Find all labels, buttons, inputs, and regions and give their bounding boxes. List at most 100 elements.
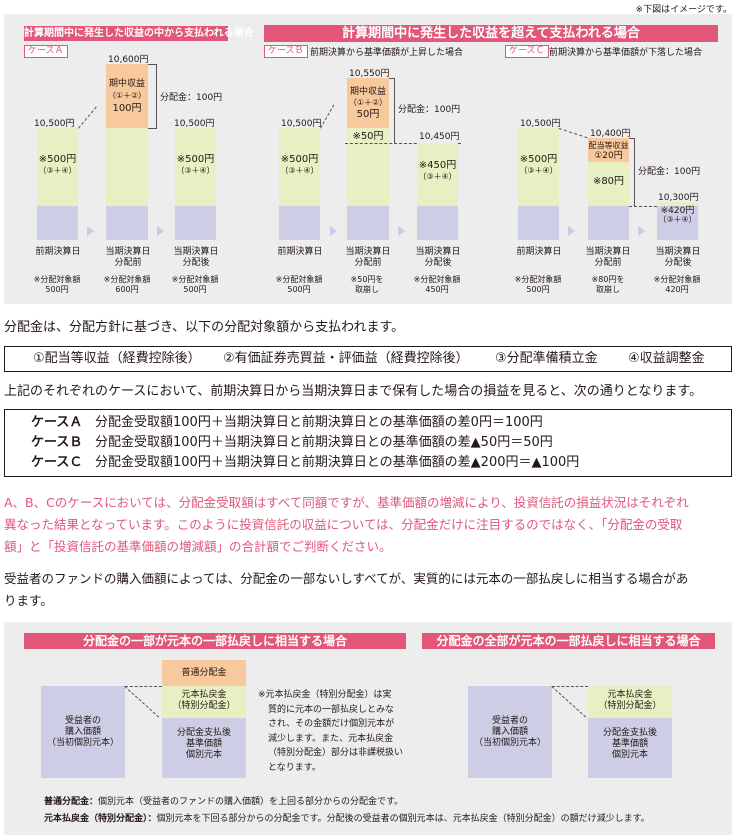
footnote-text: 個別元本を下回る部分からの分配金です。分配後の受益者の個別元本は、元本払戻金（特…: [156, 814, 650, 824]
para-refund-1: 受益者のファンドの購入価額によっては、分配金の一部ないしすべてが、実質的には元本…: [4, 571, 689, 586]
purchase-price-box: [41, 686, 125, 778]
case-b-v1: 10,500円: [281, 119, 322, 129]
case-c-bar2-income: [588, 138, 629, 162]
case-b-l1: 前期決算日: [277, 247, 323, 257]
note-line: 質的に元本の一部払戻しとみな: [268, 704, 395, 715]
case-b-n2a: ※50円を: [350, 275, 384, 284]
case-b-n3b: 450円: [425, 285, 449, 294]
case-a-mid-sub: （①＋②）: [107, 91, 147, 100]
note-line: され、その金額だけ個別元本が: [268, 719, 395, 729]
principal-refund-box: [588, 686, 672, 718]
case-b-dist: 分配金：100円: [398, 105, 461, 115]
case-b-bar2-base: [347, 206, 389, 240]
case-a-n3b: 500円: [183, 285, 207, 294]
case-a-right-sub: （③＋④）: [176, 166, 215, 175]
case-b-l2b: 分配前: [354, 258, 382, 268]
case-b-v2: 10,550円: [349, 69, 390, 79]
case-a-v2: 10,600円: [108, 55, 149, 65]
case-b-left-sub: （③＋④）: [280, 166, 319, 175]
case-b-right-sub: （③＋④）: [418, 172, 457, 181]
case-label: ケースＢ: [31, 435, 83, 450]
para-refund-2: ります。: [4, 593, 53, 608]
case-c-v2: 10,400円: [590, 129, 631, 139]
case-c-n3a: ※分配対象額: [653, 275, 701, 284]
footnote-text: 個別元本（受益者のファンドの購入価額）を上回る部分からの分配金です。: [98, 797, 404, 807]
case-c-n2b: 取崩し: [596, 285, 620, 294]
cases-box: ケースＡ 分配金受取額100円＋当期決算日と前期決算日との基準価額の差0円＝10…: [4, 409, 732, 477]
case-b-mid-low: ※50円: [352, 131, 384, 142]
case-a-bar2-base: [106, 206, 148, 240]
source-item-3: ③分配準備積立金: [495, 351, 598, 366]
case-b-left-val: ※500円: [280, 154, 319, 165]
purchase-label-c: （当初個別元本）: [473, 738, 546, 748]
case-a-n3a: ※分配対象額: [171, 275, 219, 284]
ordinary-dividend-box: [162, 660, 246, 686]
after-dist-label-c: 個別元本: [611, 750, 648, 760]
top-right-header: 計算期間中に発生した収益を超えて支払われる場合: [264, 25, 718, 42]
case-c-bar1-green: [518, 128, 559, 206]
bottom-left-header: 分配金の一部が元本の一部払戻しに相当する場合: [24, 633, 406, 649]
case-a-n1a: ※分配対象額: [33, 275, 81, 284]
case-a-v1: 10,500円: [34, 119, 75, 129]
case-c-l3a: 当期決算日: [655, 247, 701, 257]
case-a-l3a: 当期決算日: [173, 247, 219, 257]
bottom-right-header: 分配金の全部が元本の一部払戻しに相当する場合: [422, 633, 715, 649]
case-c-n3b: 420円: [665, 285, 689, 294]
purchase-label-c: （当初個別元本）: [46, 738, 119, 748]
refund-label-b: （特別分配金）: [172, 701, 236, 711]
case-c-mid-sub: ①20円: [594, 151, 623, 161]
top-left-header: 計算期間中に発生した収益の中から支払われる場合: [24, 26, 254, 41]
case-c-n2a: ※80円を: [591, 275, 625, 284]
case-a-dist: 分配金：100円: [160, 93, 223, 103]
case-b-n1a: ※分配対象額: [275, 275, 323, 284]
case-c-v1: 10,500円: [520, 119, 561, 129]
footnote-label: 普通分配金：: [44, 797, 99, 807]
case-b-right-val: ※450円: [418, 160, 457, 171]
case-b-mid-sub: （①＋②）: [348, 98, 388, 107]
purchase-label-a: 受益者の: [64, 716, 101, 726]
refund-label-a: 元本払戻金: [607, 690, 653, 700]
case-c-l2b: 分配前: [594, 258, 622, 268]
after-dist-label-b: 基準価額: [611, 739, 648, 749]
case-b-bar3-base: [417, 206, 458, 240]
case-label: ケースＣ: [31, 455, 83, 470]
case-a-l1: 前期決算日: [35, 247, 81, 257]
case-c-l2a: 当期決算日: [585, 247, 631, 257]
case-b-bar2-income: [347, 78, 389, 128]
case-b-bar1-base: [279, 206, 320, 240]
case-c-bar2-base: [588, 206, 629, 240]
case-c-l1: 前期決算日: [516, 247, 562, 257]
source-item-4: ④収益調整金: [628, 351, 705, 366]
case-b-v3: 10,450円: [419, 132, 460, 142]
case-b-l2a: 当期決算日: [345, 247, 391, 257]
case-a-n1b: 500円: [45, 285, 69, 294]
arrow-icon: [330, 226, 337, 236]
case-b-bar3-green: [417, 143, 458, 206]
case-a-bar1-base: [37, 206, 78, 240]
case-b-l3a: 当期決算日: [415, 247, 461, 257]
case-c-n1a: ※分配対象額: [514, 275, 562, 284]
case-b-l3b: 分配後: [424, 258, 452, 268]
case-c-bar3-base: [657, 206, 698, 240]
purchase-price-box: [468, 686, 552, 778]
case-a-bar2-green: [106, 128, 148, 206]
case-c-mid-title: 配当等収益: [588, 141, 629, 150]
para-intro: 分配金は、分配方針に基づき、以下の分配対象額から支払われます。: [4, 320, 405, 335]
para-result: 上記のそれぞれのケースにおいて、前期決算日から当期決算日まで保有した場合の損益を…: [4, 384, 703, 399]
case-b-n3a: ※分配対象額: [413, 275, 461, 284]
case-a-mid-title: 期中収益: [108, 79, 145, 89]
case-c-dist: 分配金：100円: [638, 167, 701, 177]
case-c-left-sub: （③＋④）: [519, 166, 558, 175]
case-c-right-sub: （③＋④）: [658, 215, 697, 224]
case-c-mid-low: ※80円: [592, 176, 625, 187]
warning-line-3: 額」と「投資信託の基準価額の増減額」の合計額でご判断ください。: [4, 539, 392, 554]
case-c-right-val: ※420円: [660, 206, 695, 216]
case-c-desc: 前期決算から基準価額が下落した場合: [549, 48, 703, 58]
source-item-1: ①配当等収益（経費控除後）: [33, 351, 201, 366]
case-c-l3b: 分配後: [664, 258, 692, 268]
note-line: （特別分配金）部分は非課税扱い: [268, 748, 404, 758]
ordinary-dividend-label: 普通分配金: [181, 668, 227, 678]
refund-label-a: 元本払戻金: [181, 690, 227, 700]
case-c-n1b: 500円: [526, 285, 550, 294]
case-a-left-val: ※500円: [38, 154, 77, 165]
